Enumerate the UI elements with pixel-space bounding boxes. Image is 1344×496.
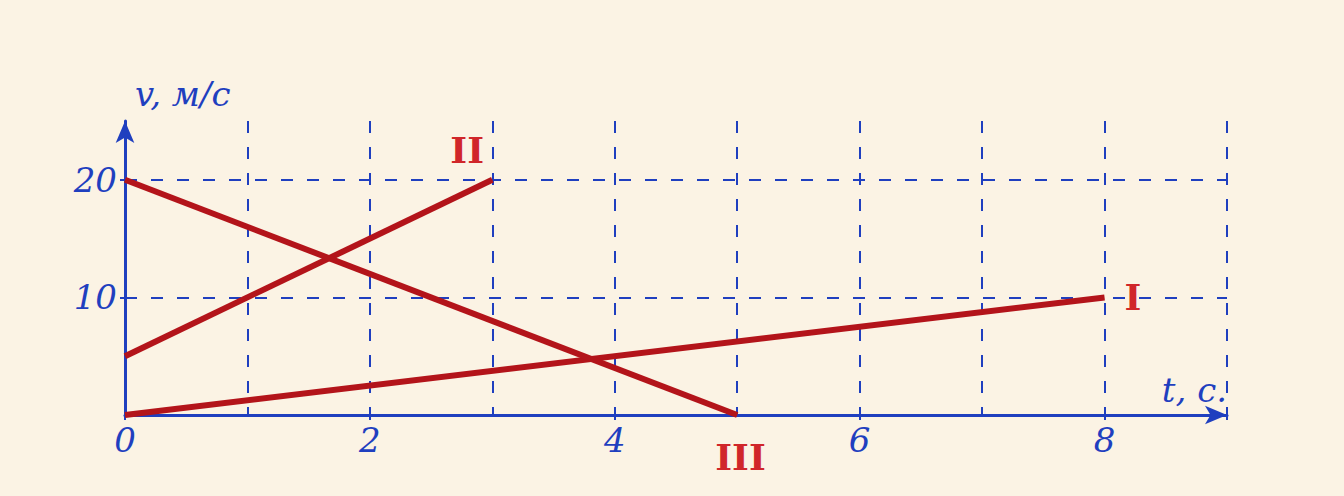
svg-text:6: 6 bbox=[849, 420, 871, 460]
svg-text:III: III bbox=[715, 436, 766, 478]
svg-text:t, c.: t, c. bbox=[1162, 370, 1227, 410]
svg-text:0: 0 bbox=[114, 420, 136, 460]
svg-text:8: 8 bbox=[1094, 420, 1116, 460]
svg-text:20: 20 bbox=[73, 160, 117, 200]
svg-text:II: II bbox=[450, 129, 484, 171]
svg-text:v, м/с: v, м/с bbox=[135, 74, 230, 114]
svg-text:4: 4 bbox=[603, 420, 626, 460]
svg-text:10: 10 bbox=[74, 277, 117, 317]
svg-text:I: I bbox=[1125, 276, 1142, 318]
svg-text:2: 2 bbox=[358, 420, 381, 460]
